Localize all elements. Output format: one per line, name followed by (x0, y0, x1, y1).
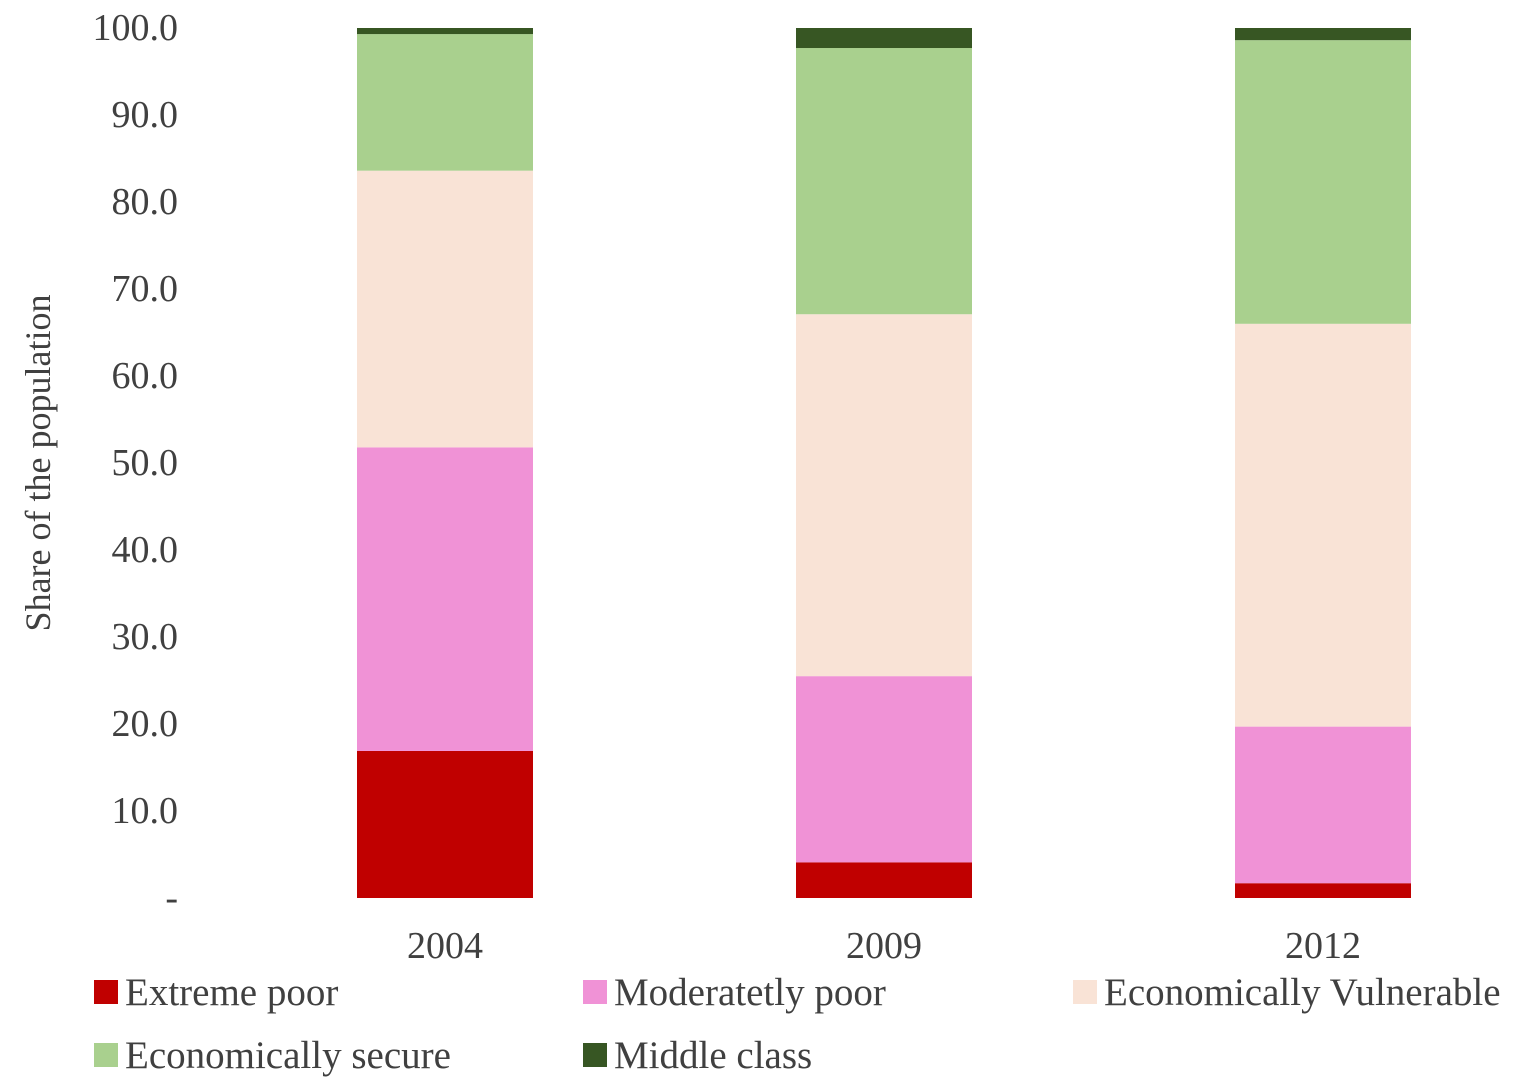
y-tick-label: 90.0 (112, 94, 179, 136)
legend-label: Extreme poor (125, 971, 338, 1014)
y-axis-label: Share of the population (18, 295, 58, 632)
bar-segment-2009-economically-vulnerable (796, 314, 972, 677)
bar-segment-2009-economically-secure (796, 48, 972, 315)
bar-segment-2012-economically-vulnerable (1235, 323, 1411, 727)
bar-segment-2012-middle-class (1235, 28, 1411, 41)
y-tick-label: 80.0 (112, 181, 179, 223)
bar-segment-2009-middle-class (796, 28, 972, 49)
y-axis-ticks: - 10.0 20.0 30.0 40.0 50.0 60.0 70.0 80.0 90.0 100… (93, 7, 179, 919)
bar-segments (357, 28, 1411, 898)
bar-segment-2012-extreme-poor (1235, 883, 1411, 898)
legend-item-moderatetly-poor: Moderatetly poor (583, 971, 886, 1014)
legend-swatch (94, 1043, 118, 1067)
legend-label: Economically Vulnerable (1104, 971, 1501, 1014)
y-tick-label: 50.0 (112, 442, 179, 484)
legend-item-extreme-poor: Extreme poor (94, 971, 338, 1014)
x-axis-categories: 2004 2009 2012 (407, 925, 1361, 967)
legend-item-economically-secure: Economically secure (94, 1034, 451, 1077)
bar-segment-2012-moderatetly-poor (1235, 726, 1411, 884)
legend: Extreme poor Moderatetly poor Economically… (94, 971, 1501, 1077)
legend-swatch (1073, 980, 1097, 1004)
legend-swatch (94, 980, 118, 1004)
y-tick-label: 30.0 (112, 616, 179, 658)
bar-segment-2012-economically-secure (1235, 40, 1411, 324)
bar-segment-2004-extreme-poor (357, 750, 533, 898)
bar-segment-2009-extreme-poor (796, 862, 972, 898)
y-tick-label: 10.0 (112, 790, 179, 832)
bar-segment-2004-moderatetly-poor (357, 447, 533, 751)
y-tick-label: 40.0 (112, 529, 179, 571)
bar-segment-2004-economically-vulnerable (357, 170, 533, 448)
legend-label: Middle class (614, 1034, 812, 1077)
legend-label: Moderatetly poor (614, 971, 886, 1014)
legend-swatch (583, 1043, 607, 1067)
y-tick-label: 60.0 (112, 355, 179, 397)
x-category-label: 2009 (846, 925, 922, 967)
y-tick-label: - (165, 877, 178, 919)
legend-label: Economically secure (125, 1034, 451, 1077)
legend-item-middle-class: Middle class (583, 1034, 812, 1077)
y-tick-label: 20.0 (112, 703, 179, 745)
bar-segment-2004-middle-class (357, 28, 533, 35)
legend-item-economically-vulnerable: Economically Vulnerable (1073, 971, 1501, 1014)
x-category-label: 2012 (1285, 925, 1361, 967)
bar-segment-2009-moderatetly-poor (796, 676, 972, 863)
x-category-label: 2004 (407, 925, 483, 967)
bar-segment-2004-economically-secure (357, 34, 533, 171)
y-tick-label: 70.0 (112, 268, 179, 310)
y-tick-label: 100.0 (93, 7, 179, 49)
legend-swatch (583, 980, 607, 1004)
